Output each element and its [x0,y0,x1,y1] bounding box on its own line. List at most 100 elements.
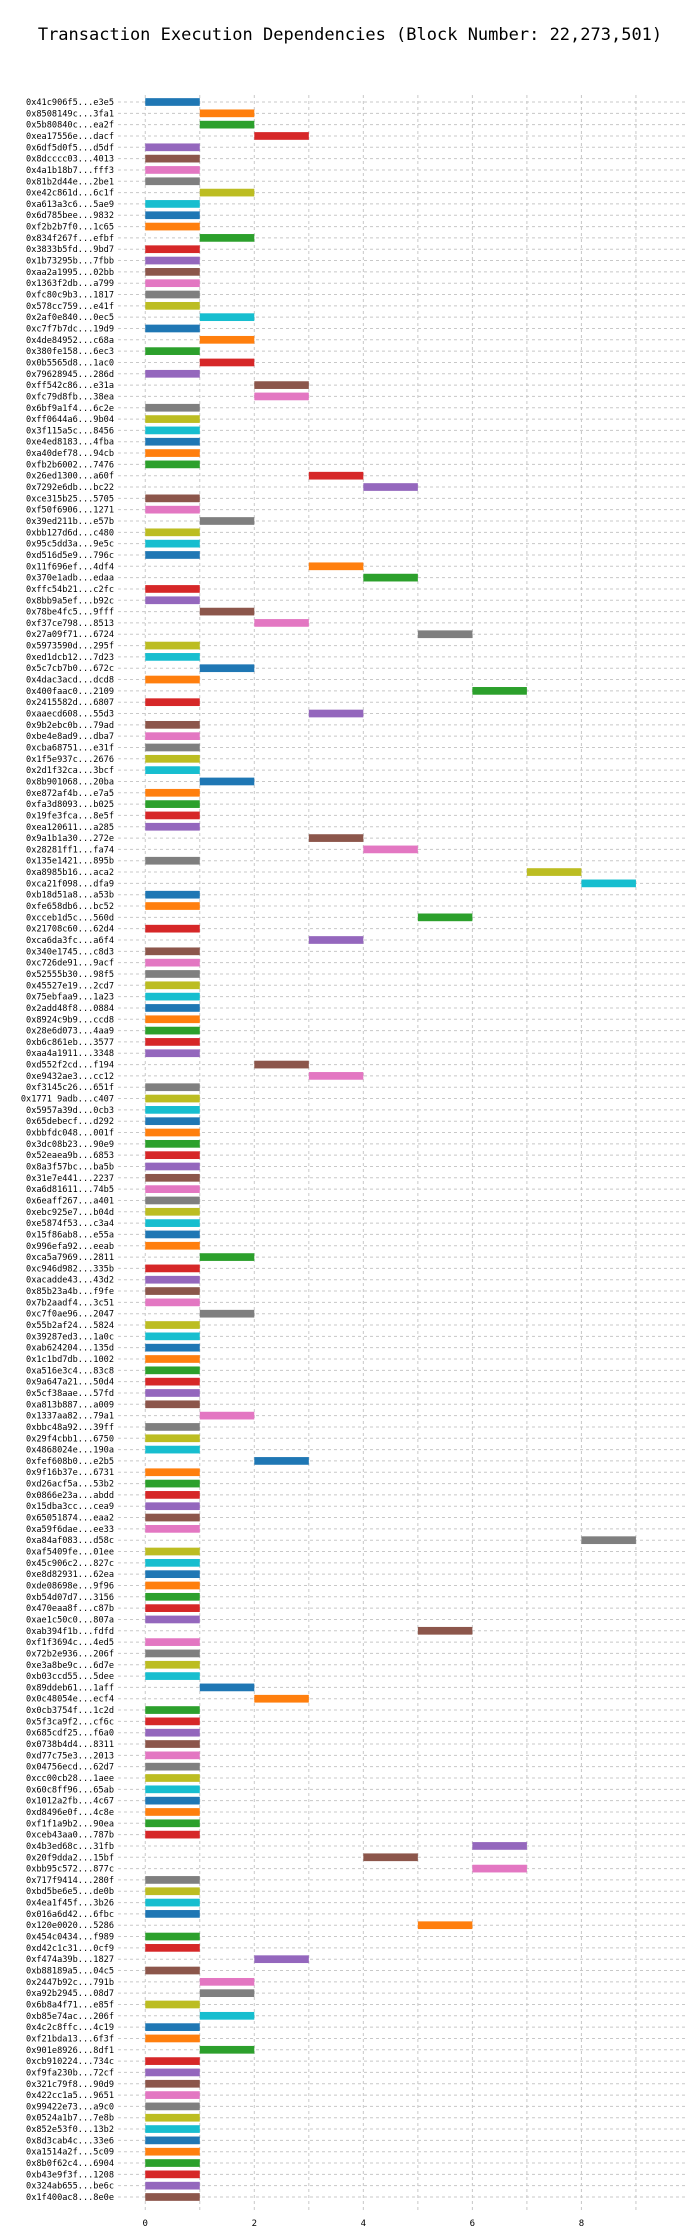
transaction-bar [145,1525,200,1533]
y-tick-label: 0x5b80840c...ea2f [26,121,114,131]
y-tick-label: 0xb88189a5...04c5 [26,1967,114,1977]
transaction-bar [145,1819,200,1828]
y-tick-label: 0xb6c861eb...3577 [26,1038,114,1048]
transaction-bar [145,1219,200,1227]
transaction-bar [145,98,200,106]
transaction-bar [145,1173,200,1182]
transaction-bar [145,347,200,355]
transaction-bar [199,2045,255,2054]
y-tick-label: 0x8b0f62c4...6904 [26,2159,114,2169]
y-tick-label: 0xcb910224...734c [26,2057,114,2067]
y-tick-label: 0x324ab655...be6c [26,2182,114,2192]
y-tick-label: 0xe872af4b...e7a5 [26,789,114,799]
transaction-bar [254,1060,309,1069]
y-tick-label: 0x41c906f5...e3e5 [26,98,114,108]
transaction-bar [199,607,255,616]
transaction-bar [199,1253,255,1261]
transaction-bar [145,279,200,288]
x-tick-label: 6 [470,2219,475,2229]
y-tick-label: 0xfe658db6...bc52 [26,902,114,912]
transaction-bar [472,1842,527,1850]
transaction-bar [145,1106,200,1114]
y-tick-label: 0xacadde43...43d2 [26,1276,114,1286]
y-tick-label: 0xbbc48a92...39ff [26,1423,114,1433]
transaction-bar [145,981,200,990]
transaction-bar [145,1830,200,1839]
transaction-bar [145,301,200,310]
transaction-bar [145,505,200,514]
y-tick-label: 0xd552f2cd...f194 [26,1061,114,1071]
transaction-bar [145,437,200,446]
y-tick-label: 0x52555b30...98f5 [26,970,114,980]
y-tick-label: 0xa613a3c6...5ae9 [26,200,114,210]
y-tick-label: 0x28e6d073...4aa9 [26,1027,114,1037]
transaction-bar [145,720,200,729]
y-tick-label: 0xfa3d8093...b025 [26,800,114,810]
y-tick-label: 0x370e1adb...edaa [26,574,114,584]
transaction-bar [145,1004,200,1012]
transaction-bar [145,1785,200,1794]
transaction-bar [145,1728,200,1737]
y-tick-label: 0x79628945...286d [26,370,114,380]
y-tick-label: 0xe8d82931...62ea [26,1570,114,1580]
y-tick-label: 0x8508149c...3fa1 [26,109,114,119]
y-tick-label: 0xce315b25...5705 [26,494,114,504]
y-tick-label: 0xfef608b0...e2b5 [26,1457,114,1467]
transaction-bar [145,1615,200,1624]
transaction-bar [417,630,473,639]
transaction-bar [145,2079,200,2088]
transaction-bar [145,1740,200,1748]
y-tick-label: 0xbb127d6d...c480 [26,528,114,538]
transaction-bar [145,1298,200,1307]
transaction-bar [145,1445,200,1454]
transaction-bar [145,2125,200,2133]
transaction-bar [145,811,200,820]
transaction-bar [145,856,200,865]
transaction-bar [145,415,200,423]
transaction-bar [145,1796,200,1805]
transaction-bar [145,958,200,967]
y-tick-label: 0x8924c9b9...ccd8 [26,1015,114,1025]
transaction-bar [145,1332,200,1341]
transaction-bar [145,1162,200,1171]
y-tick-label: 0xcceb1d5c...560d [26,913,114,923]
transaction-bar [145,754,200,763]
transaction-bar [145,698,200,707]
transaction-bar [145,449,200,457]
transaction-bar [145,1185,200,1193]
y-tick-label: 0x8d3cab4c...33e6 [26,2136,114,2146]
y-tick-label: 0x65051874...eaa2 [26,1514,114,1524]
transaction-bar [145,143,200,152]
y-tick-label: 0xa84af083...d58c [26,1536,114,1546]
transaction-bar [145,1321,200,1329]
y-tick-label: 0x85b23a4b...f9fe [26,1287,114,1297]
y-tick-label: 0xea120611...a285 [26,823,114,833]
transaction-bar [145,256,200,265]
transaction-bar [145,369,200,378]
y-tick-label: 0x2415582d...6807 [26,698,114,708]
transaction-bar [145,1355,200,1363]
transaction-bar [145,1366,200,1375]
transaction-bar [145,1638,200,1646]
transaction-bar [145,1513,200,1522]
y-tick-label: 0xc946d982...335b [26,1264,114,1274]
y-tick-label: 0xbb95c572...877c [26,1865,114,1875]
transaction-bar [145,585,200,593]
y-tick-label: 0x1771 9adb...c407 [21,1095,114,1105]
y-tick-label: 0x4dac3acd...dcd8 [26,676,114,686]
y-tick-label: 0x1012a2fb...4c67 [26,1797,114,1807]
y-tick-label: 0x1363f2db...a799 [26,279,114,289]
y-tick-label: 0xb85e74ac...206f [26,2012,114,2022]
transaction-bar [145,1547,200,1556]
transaction-bar [145,539,200,548]
y-tick-label: 0x04756ecd...62d7 [26,1763,114,1773]
y-tick-label: 0xa59f6dae...ee33 [26,1525,114,1535]
y-tick-label: 0xffc54b21...c2fc [26,585,114,595]
y-tick-label: 0x0b5565d8...1ac0 [26,358,114,368]
y-tick-label: 0xebc925e7...b04d [26,1208,114,1218]
transaction-bar [254,381,309,389]
y-tick-label: 0xf1f3694c...4ed5 [26,1638,114,1648]
chart-title: Transaction Execution Dependencies (Bloc… [38,25,662,45]
y-tick-label: 0xca6da3fc...a6f4 [26,936,114,946]
